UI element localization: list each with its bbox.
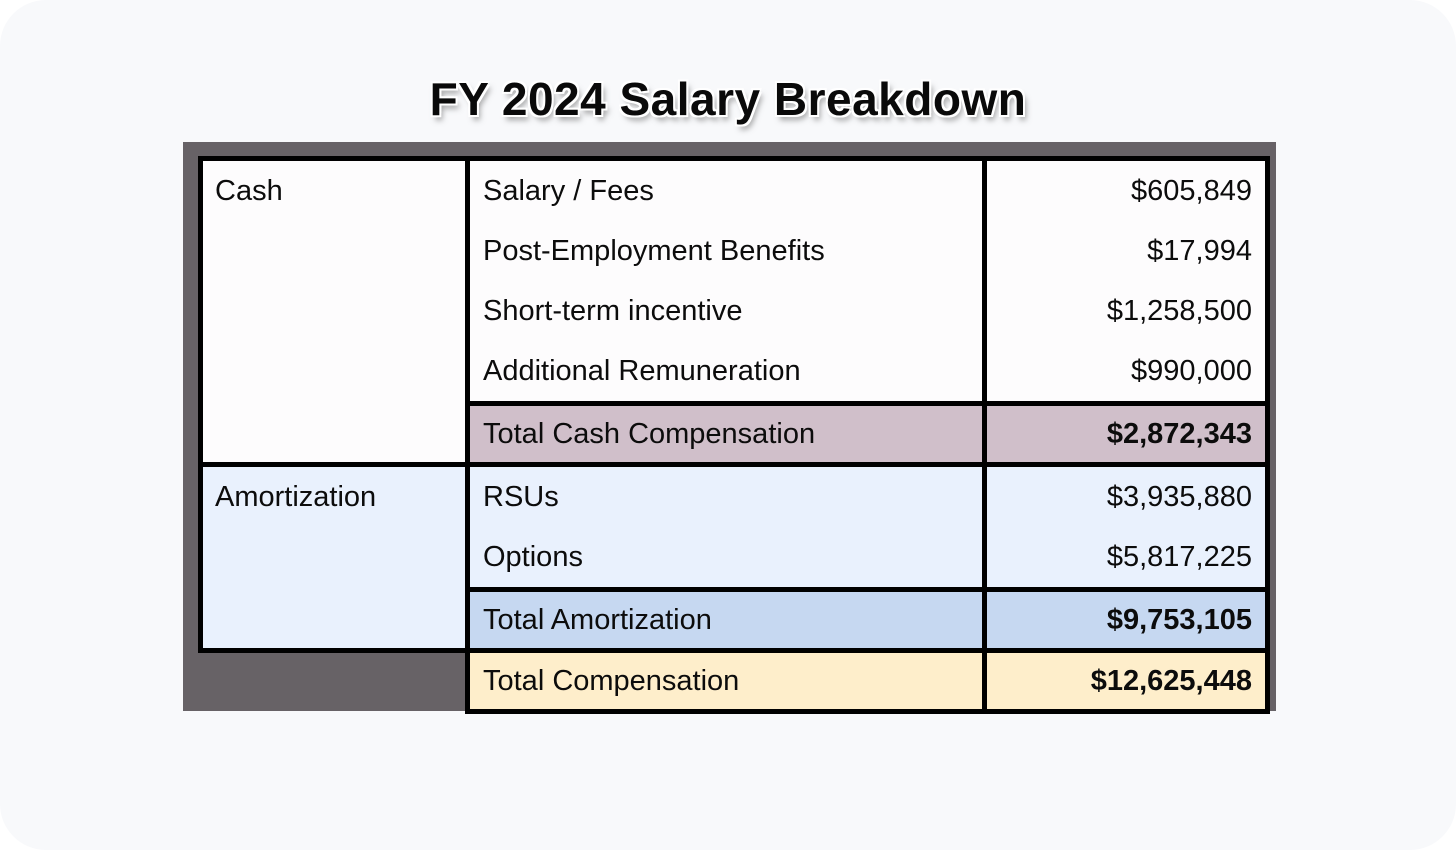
empty-spacer-cell [201,651,468,712]
grand-total-row: Total Compensation $12,625,448 [201,648,1270,714]
item-value-salary-fees: $605,849 [1131,175,1252,207]
grand-total-value: $12,625,448 [982,648,1270,714]
page-title: FY 2024 Salary Breakdown [429,73,1027,125]
item-value-options: $5,817,225 [1106,541,1252,573]
item-value-rsus: $3,935,880 [1106,481,1252,513]
cash-item-values: $605,849 $17,994 $1,258,500 $990,000 [982,156,1270,406]
amortization-items-row: Amortization RSUs Options $3,935,880 $5,… [198,462,1270,653]
cash-items-row: Cash Salary / Fees Post-Employment Benef… [198,156,1270,467]
item-label-post-employment-benefits: Post-Employment Benefits [483,235,825,267]
total-amortization-row: Total Amortization $9,753,105 [201,587,1270,653]
item-label-salary-fees: Salary / Fees [483,175,654,207]
item-value-additional-remuneration: $990,000 [1131,355,1252,387]
total-cash-value: $2,872,343 [982,401,1270,467]
item-value-post-employment-benefits: $17,994 [1147,235,1252,267]
item-label-short-term-incentive: Short-term incentive [483,295,743,327]
salary-breakdown-table: Cash Salary / Fees Post-Employment Benef… [198,156,1270,714]
total-cash-row: Total Cash Compensation $2,872,343 [201,401,1270,467]
amortization-item-values: $3,935,880 $5,817,225 [982,462,1270,592]
table-frame: Cash Salary / Fees Post-Employment Benef… [183,142,1276,714]
grand-total-label: Total Compensation [465,648,987,714]
total-amortization-label: Total Amortization [465,587,987,653]
category-label-cash: Cash [215,175,283,207]
amortization-item-labels: RSUs Options [465,462,987,592]
item-label-rsus: RSUs [483,481,559,513]
item-value-short-term-incentive: $1,258,500 [1106,295,1252,327]
item-label-additional-remuneration: Additional Remuneration [483,355,801,387]
category-cell-amortization: Amortization [198,462,470,653]
category-label-amortization: Amortization [215,481,377,513]
cash-item-labels: Salary / Fees Post-Employment Benefits S… [465,156,987,406]
total-amortization-value: $9,753,105 [982,587,1270,653]
item-label-options: Options [483,541,583,573]
category-cell-cash: Cash [198,156,470,467]
total-cash-label: Total Cash Compensation [465,401,987,467]
